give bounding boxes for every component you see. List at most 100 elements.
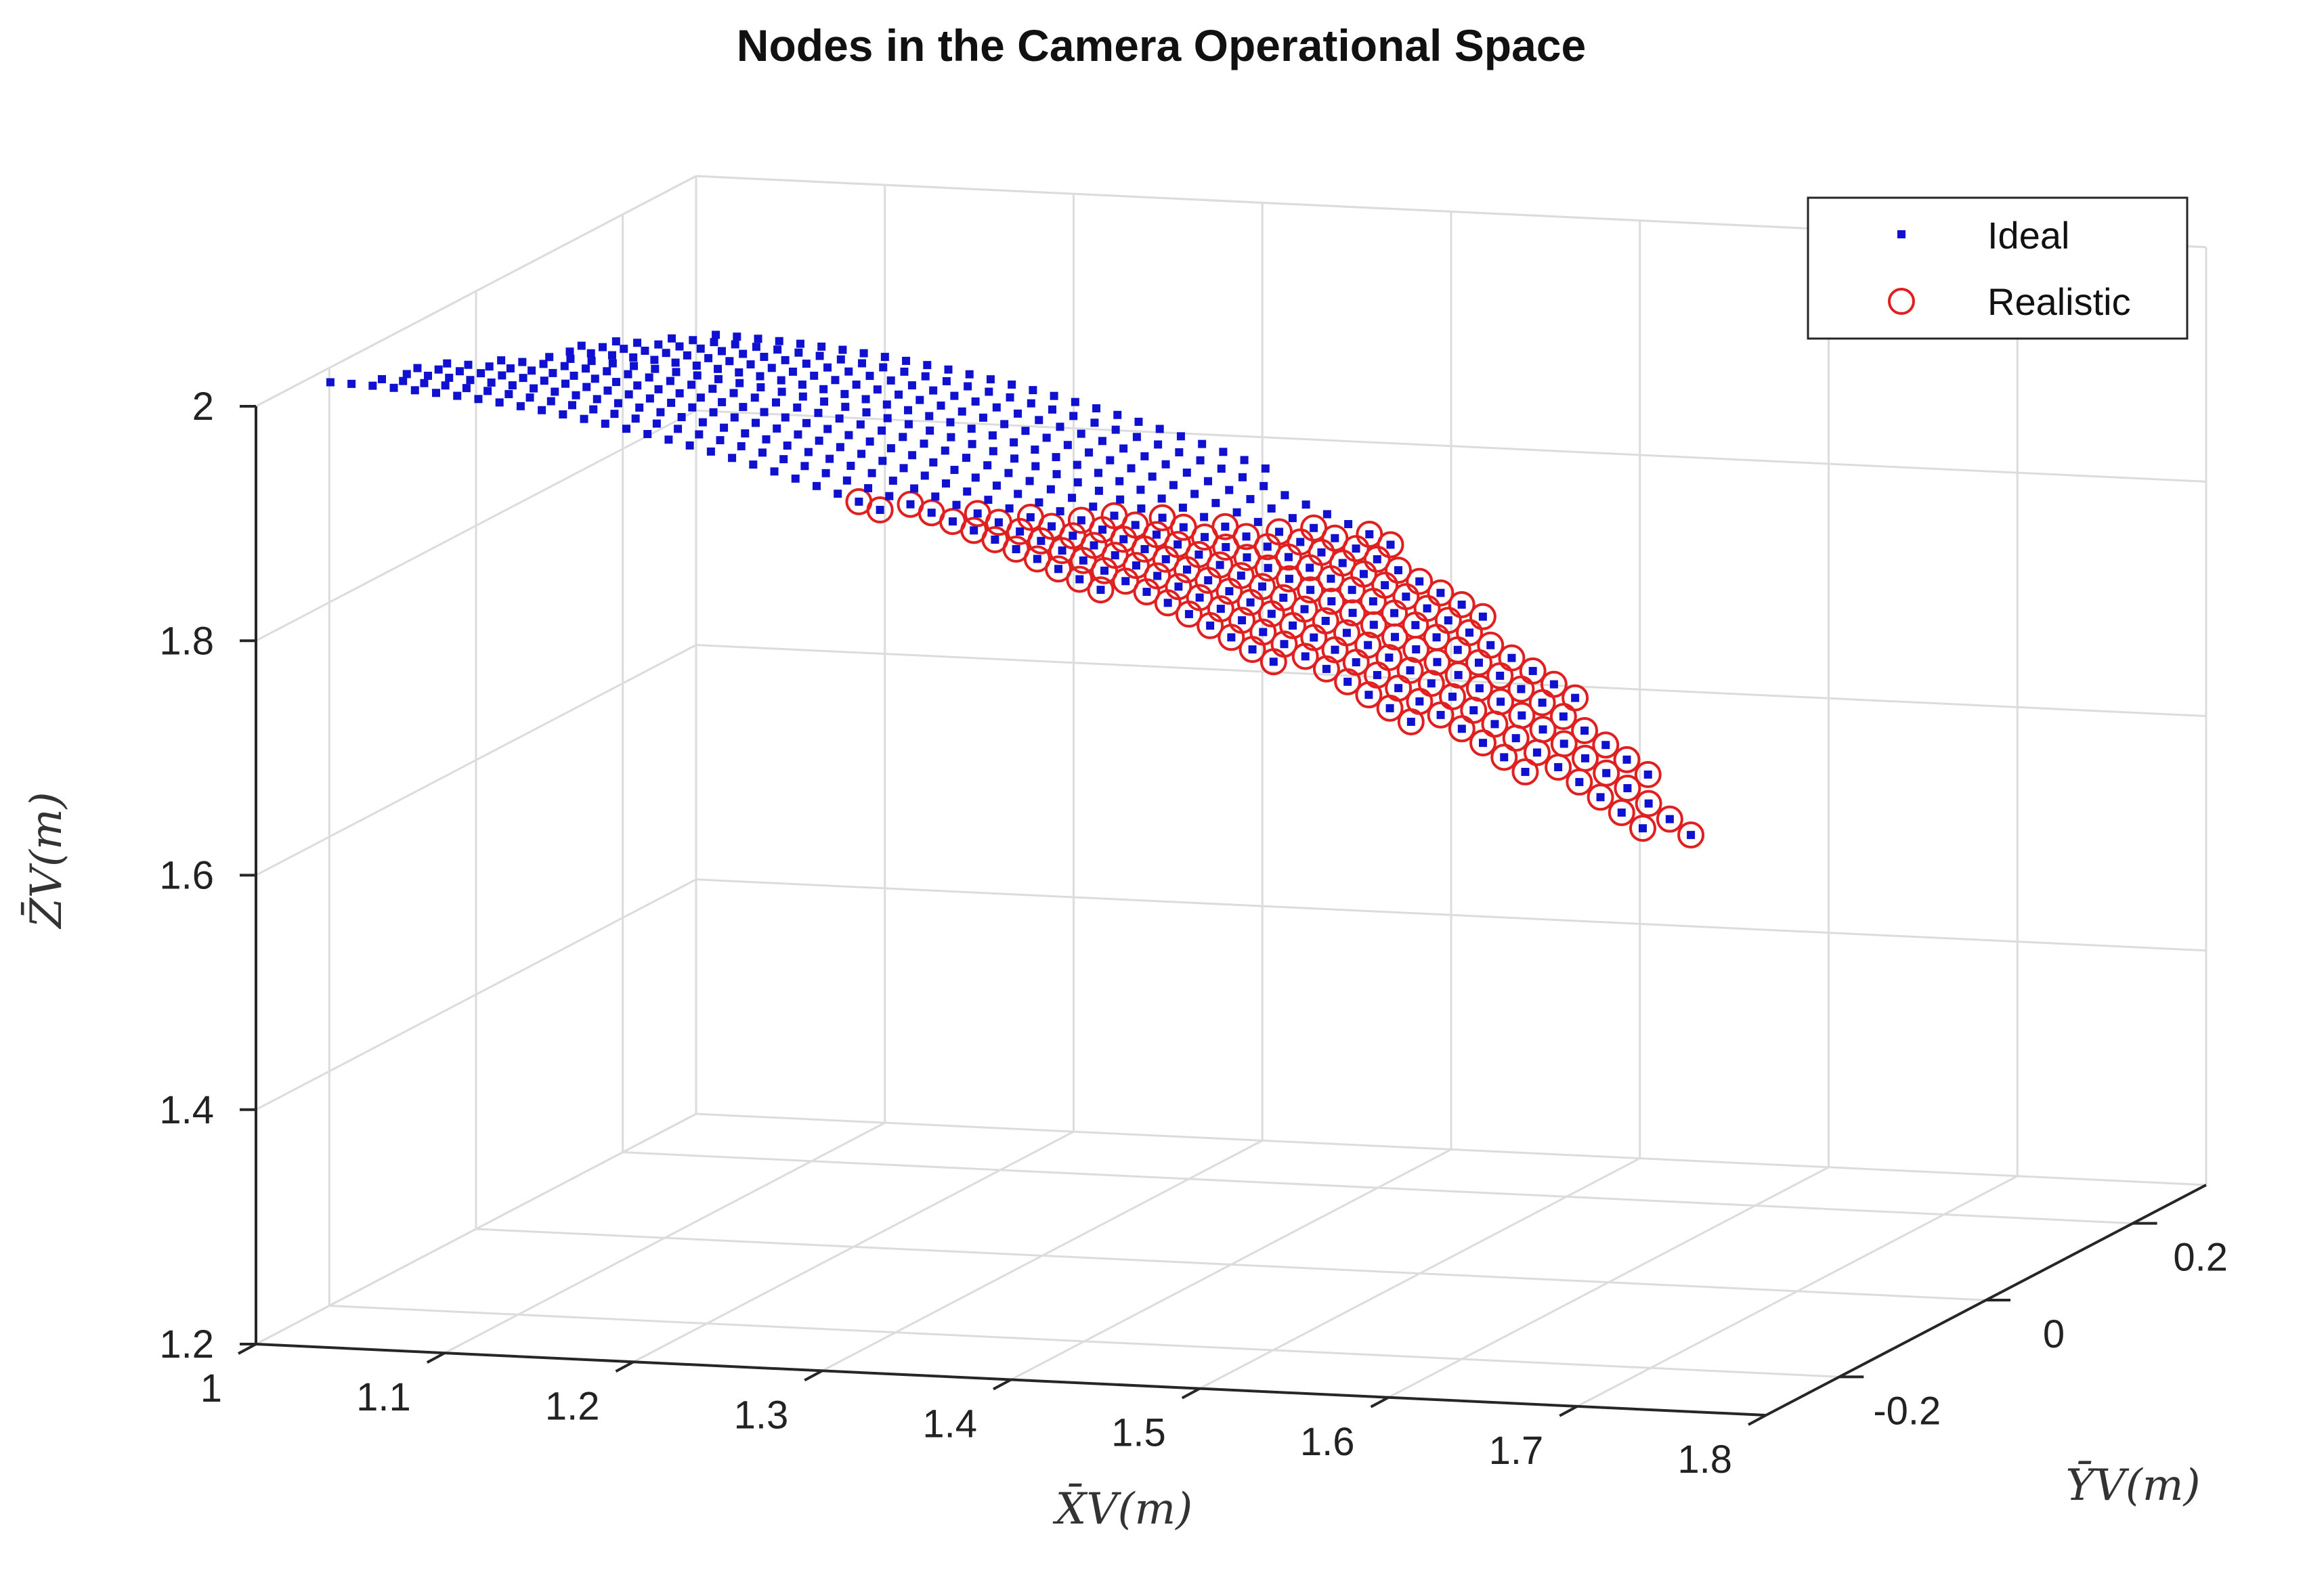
ideal-point	[1153, 571, 1162, 580]
ideal-point	[1178, 503, 1187, 512]
ideal-point	[985, 387, 993, 396]
realistic-point	[1635, 790, 1662, 817]
ideal-point	[651, 364, 660, 373]
ideal-point	[464, 360, 473, 369]
ideal-point	[906, 500, 915, 509]
ideal-point	[1617, 808, 1626, 817]
ideal-point	[1198, 439, 1207, 448]
ideal-point	[1096, 586, 1105, 595]
ideal-point	[992, 481, 1001, 490]
ideal-point	[1385, 704, 1394, 712]
realistic-point	[1677, 821, 1705, 849]
ideal-point	[1184, 609, 1193, 618]
back-grid-line	[695, 878, 2207, 952]
ideal-point	[696, 393, 705, 402]
ideal-point	[1127, 464, 1136, 473]
ideal-point	[1010, 438, 1018, 447]
ideal-point	[1348, 586, 1356, 595]
ideal-point	[815, 351, 824, 360]
realistic-point	[1227, 562, 1255, 590]
ideal-point	[633, 339, 642, 347]
ideal-point	[957, 407, 966, 416]
ideal-point	[1248, 645, 1257, 654]
ideal-point	[518, 358, 527, 366]
ideal-point	[962, 454, 970, 462]
x-tick-label: 1.6	[1300, 1420, 1355, 1464]
ideal-point	[1182, 468, 1191, 477]
ideal-point	[1406, 666, 1415, 675]
ideal-point	[1056, 507, 1064, 516]
ideal-point	[548, 368, 557, 377]
ideal-point	[1027, 399, 1035, 408]
ideal-point	[1415, 697, 1424, 706]
ideal-point	[1240, 456, 1249, 465]
ideal-point	[886, 376, 895, 385]
ideal-point	[1094, 486, 1103, 495]
ideal-point	[622, 425, 630, 433]
ideal-point	[1602, 769, 1611, 777]
ideal-point	[1643, 770, 1652, 779]
ideal-point	[1115, 477, 1124, 486]
ideal-point	[1169, 481, 1178, 490]
ideal-point	[1517, 711, 1526, 720]
ideal-point	[720, 423, 729, 432]
ideal-point	[559, 410, 567, 419]
ideal-point	[675, 342, 684, 351]
legend-ideal-marker	[1897, 230, 1905, 238]
ideal-point	[794, 348, 803, 357]
realistic-point	[1377, 531, 1404, 559]
x-tick-mark	[993, 1378, 1012, 1391]
z-tick-label: 1.8	[159, 619, 214, 663]
ideal-point	[1687, 831, 1696, 840]
ideal-point	[1364, 641, 1373, 649]
ideal-point	[802, 360, 811, 368]
realistic-point	[1354, 631, 1382, 659]
ideal-point	[1321, 616, 1330, 625]
ideal-point	[1457, 600, 1466, 609]
ideal-point	[1559, 712, 1568, 721]
ideal-point	[908, 451, 917, 460]
ideal-point	[368, 381, 377, 390]
ideal-point	[1025, 477, 1034, 486]
ideal-point	[902, 356, 911, 365]
ideal-point	[865, 437, 874, 446]
ideal-point	[704, 353, 713, 362]
ideal-point	[947, 433, 955, 441]
ideal-point	[1161, 460, 1170, 469]
ideal-point	[710, 338, 718, 347]
ideal-point	[593, 395, 601, 404]
ideal-point	[1622, 755, 1631, 764]
ideal-point	[1073, 460, 1081, 469]
ideal-point	[1343, 677, 1352, 686]
realistic-point	[1186, 584, 1213, 611]
ideal-point	[654, 385, 663, 393]
ideal-point	[762, 435, 771, 444]
realistic-point	[1529, 716, 1557, 743]
ideal-point	[1031, 462, 1040, 471]
ideal-point	[1014, 490, 1022, 498]
ideal-point	[1327, 574, 1335, 583]
z-tick-label: 2	[192, 385, 214, 429]
x-tick-mark	[1370, 1396, 1390, 1408]
ideal-point	[1264, 563, 1272, 572]
realistic-point	[1228, 607, 1256, 634]
ideal-point	[654, 340, 663, 349]
ideal-point	[1092, 404, 1101, 413]
ideal-point	[1075, 575, 1084, 584]
realistic-point	[1508, 702, 1536, 729]
ideal-point	[1140, 544, 1149, 553]
ideal-point	[963, 487, 972, 496]
ideal-point	[474, 395, 483, 404]
ideal-point	[1035, 498, 1043, 507]
ideal-point	[487, 378, 496, 387]
ideal-point	[810, 371, 819, 380]
floor-grid-line	[622, 1151, 2133, 1225]
realistic-point	[1122, 552, 1150, 580]
ideal-point	[989, 447, 997, 456]
ideal-point	[831, 376, 840, 385]
realistic-point	[1613, 746, 1641, 773]
ideal-point	[1373, 670, 1381, 679]
ideal-point	[950, 391, 959, 400]
ideal-point	[1427, 679, 1436, 688]
ideal-point	[1279, 593, 1288, 602]
